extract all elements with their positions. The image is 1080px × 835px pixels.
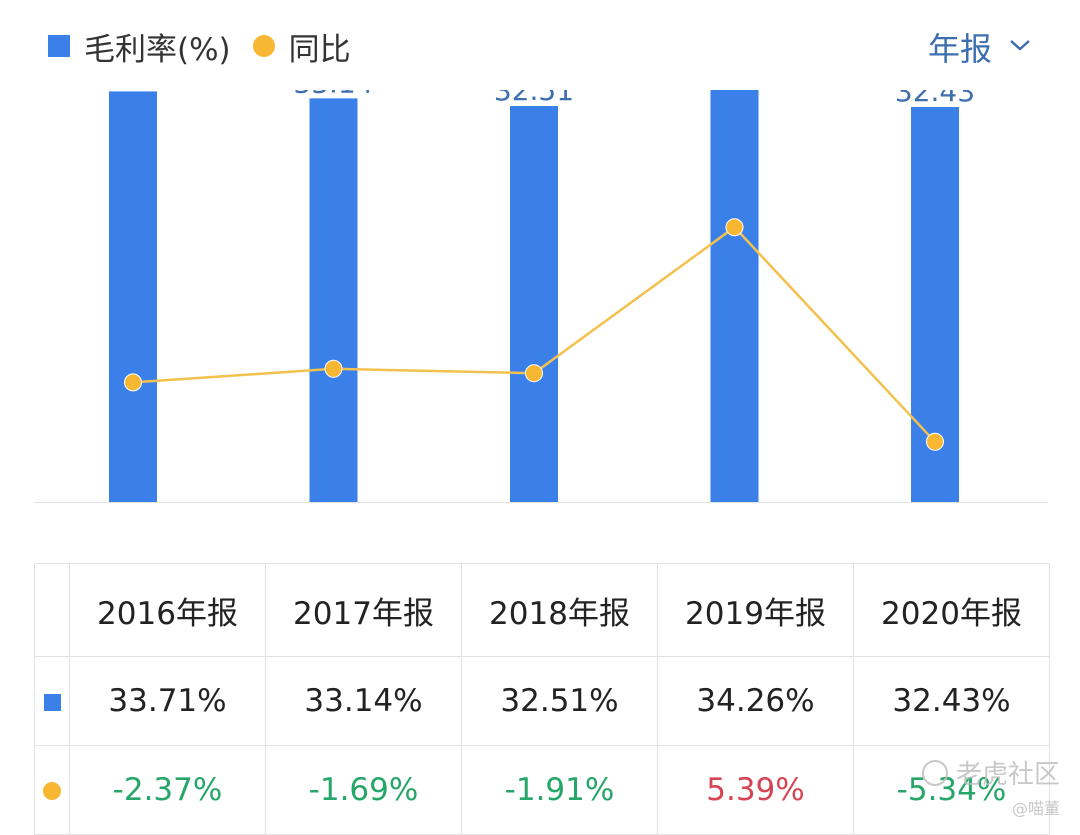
yoy-point <box>525 364 543 383</box>
table-cell: 5.39% <box>657 745 854 835</box>
period-selector-label: 年报 <box>927 30 992 68</box>
yoy-point <box>324 359 343 378</box>
bar <box>109 91 157 502</box>
bar-series-marker <box>43 694 61 711</box>
table-row-key <box>34 656 70 746</box>
table-cell: 33.71% <box>69 656 266 746</box>
table-cell: 32.51% <box>461 656 658 746</box>
gross-margin-chart: 33.7133.1432.5134.2632.43 <box>34 90 1048 503</box>
table-cell: 33.14% <box>265 656 462 746</box>
line-series-marker <box>43 782 61 800</box>
chevron-down-icon <box>1008 37 1032 57</box>
table-cell: -5.34% <box>853 745 1050 835</box>
watermark: 老虎社区 @喵董 <box>921 754 1060 819</box>
bar-value-label: 33.71 <box>93 90 173 92</box>
table-header-row: 2016年报 2017年报 2018年报 2019年报 2020年报 <box>34 563 1050 657</box>
table-header-cell: 2018年报 <box>461 563 658 657</box>
period-selector[interactable]: 年报 <box>928 24 1032 70</box>
bar-value-label: 33.14 <box>293 90 373 99</box>
table-row-key <box>34 745 70 835</box>
watermark-user: @喵董 <box>1011 799 1060 818</box>
table-cell: -1.91% <box>461 745 658 835</box>
bar-legend-label: 毛利率(%) <box>84 31 231 68</box>
table-header-cell: 2017年报 <box>265 563 462 657</box>
table-cell: -1.69% <box>265 745 462 835</box>
table-row-yoy: -2.37% -1.69% -1.91% 5.39% -5.34% <box>34 745 1050 835</box>
table-header-cell: 2020年报 <box>853 563 1050 657</box>
yoy-point <box>725 218 744 237</box>
line-legend-marker <box>252 35 275 57</box>
line-legend-label: 同比 <box>288 31 351 68</box>
table-header-cell: 2016年报 <box>69 563 266 657</box>
table-cell: 34.26% <box>657 656 854 746</box>
table-header-cell: 2019年报 <box>657 563 854 657</box>
bar <box>510 106 558 502</box>
table-row-gross-margin: 33.71% 33.14% 32.51% 34.26% 32.43% <box>34 656 1050 746</box>
yoy-point <box>926 432 944 451</box>
bar-legend-marker <box>48 35 70 57</box>
data-table: 2016年报 2017年报 2018年报 2019年报 2020年报 33.71… <box>34 563 1050 835</box>
bar <box>710 90 759 503</box>
table-corner-cell <box>34 563 70 657</box>
table-cell: -2.37% <box>69 745 266 835</box>
table-cell: 32.43% <box>853 656 1050 746</box>
bar-value-label: 32.51 <box>494 90 574 107</box>
bar <box>309 98 358 502</box>
chart-legend: 毛利率(%) 同比 <box>48 26 351 68</box>
bar-value-label: 32.43 <box>895 90 975 108</box>
watermark-logo-icon <box>921 759 948 786</box>
yoy-point <box>124 373 142 392</box>
watermark-brand: 老虎社区 <box>955 760 1060 790</box>
